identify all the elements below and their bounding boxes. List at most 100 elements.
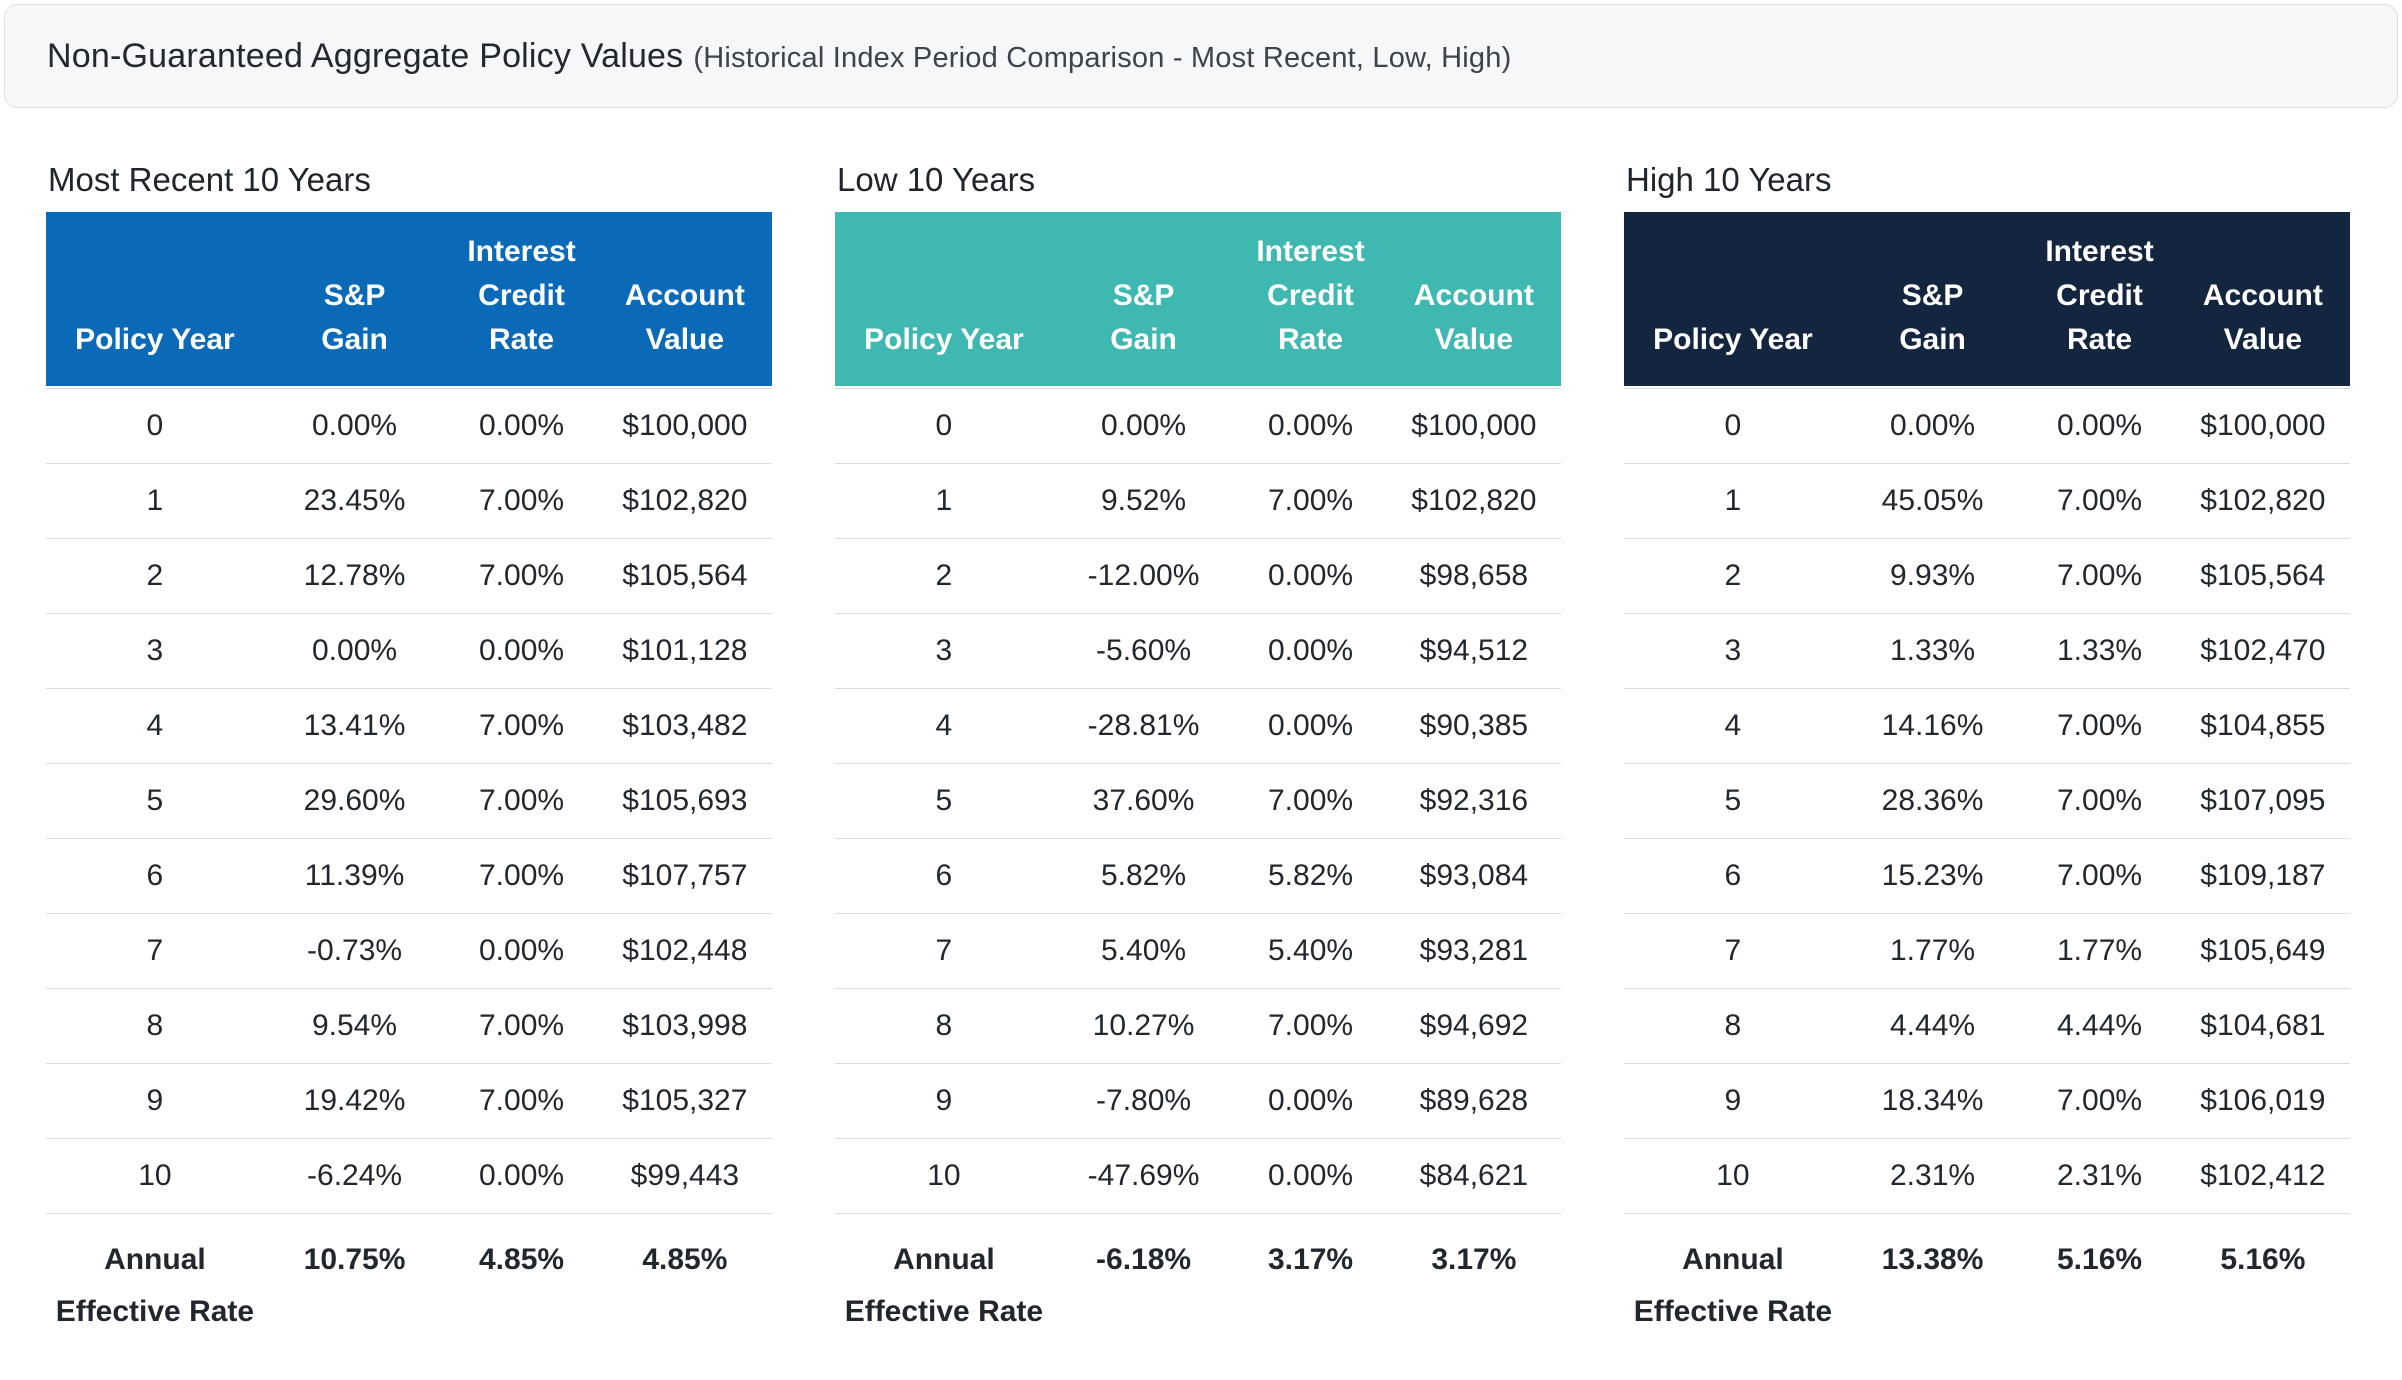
summary-account-value: 5.16% — [2175, 1213, 2350, 1338]
cell-policy-year: 10 — [1624, 1138, 1842, 1213]
cell-policy-year: 5 — [1624, 763, 1842, 838]
cell-policy-year: 0 — [46, 388, 264, 463]
cell-account-value: $105,327 — [597, 1063, 772, 1138]
cell-sp-gain: -7.80% — [1052, 1063, 1235, 1138]
cell-interest-credit-rate: 0.00% — [1234, 1063, 1387, 1138]
cell-policy-year: 0 — [1624, 388, 1842, 463]
cell-sp-gain: 0.00% — [1052, 388, 1235, 463]
cell-policy-year: 2 — [835, 538, 1053, 613]
cell-interest-credit-rate: 7.00% — [2023, 538, 2176, 613]
cell-account-value: $105,649 — [2175, 913, 2350, 988]
cell-interest-credit-rate: 0.00% — [445, 613, 598, 688]
table-row: 10 -6.24% 0.00% $99,443 — [46, 1138, 772, 1213]
summary-label: Annual Effective Rate — [1624, 1213, 1842, 1338]
table-row: 7 5.40% 5.40% $93,281 — [835, 913, 1561, 988]
table-row: 8 4.44% 4.44% $104,681 — [1624, 988, 2350, 1063]
cell-sp-gain: 5.82% — [1052, 838, 1235, 913]
cell-policy-year: 4 — [1624, 688, 1842, 763]
cell-account-value: $102,820 — [597, 463, 772, 538]
table-row: 9 -7.80% 0.00% $89,628 — [835, 1063, 1561, 1138]
table-row: 5 29.60% 7.00% $105,693 — [46, 763, 772, 838]
cell-policy-year: 5 — [835, 763, 1053, 838]
cell-account-value: $94,692 — [1386, 988, 1561, 1063]
cell-policy-year: 4 — [835, 688, 1053, 763]
summary-interest-credit-rate: 3.17% — [1234, 1213, 1387, 1338]
cell-policy-year: 10 — [835, 1138, 1053, 1213]
cell-policy-year: 9 — [835, 1063, 1053, 1138]
cell-account-value: $107,757 — [597, 838, 772, 913]
cell-sp-gain: -5.60% — [1052, 613, 1235, 688]
table-section-title: High 10 Years — [1626, 161, 1832, 198]
cell-account-value: $100,000 — [1386, 388, 1561, 463]
summary-interest-credit-rate: 5.16% — [2023, 1213, 2176, 1338]
table-section-title: Low 10 Years — [837, 161, 1036, 198]
cell-account-value: $103,998 — [597, 988, 772, 1063]
summary-account-value: 4.85% — [597, 1213, 772, 1338]
cell-interest-credit-rate: 1.33% — [2023, 613, 2176, 688]
cell-interest-credit-rate: 7.00% — [2023, 1063, 2176, 1138]
cell-sp-gain: -0.73% — [263, 913, 446, 988]
table-row: 3 -5.60% 0.00% $94,512 — [835, 613, 1561, 688]
cell-interest-credit-rate: 7.00% — [1234, 763, 1387, 838]
policy-values-table: Policy Year S&P Gain Interest Credit Rate A… — [835, 212, 1561, 1338]
table-row: 3 0.00% 0.00% $101,128 — [46, 613, 772, 688]
column-header: Interest Credit Rate — [445, 212, 598, 388]
summary-account-value: 3.17% — [1386, 1213, 1561, 1338]
table-row: 3 1.33% 1.33% $102,470 — [1624, 613, 2350, 688]
cell-policy-year: 7 — [46, 913, 264, 988]
table-row: 2 12.78% 7.00% $105,564 — [46, 538, 772, 613]
cell-policy-year: 9 — [46, 1063, 264, 1138]
cell-policy-year: 2 — [46, 538, 264, 613]
summary-sp-gain: 13.38% — [1841, 1213, 2024, 1338]
period-table-block: Most Recent 10 Years Policy Year S&P Gain I… — [46, 160, 772, 1338]
cell-account-value: $98,658 — [1386, 538, 1561, 613]
cell-policy-year: 3 — [835, 613, 1053, 688]
cell-account-value: $106,019 — [2175, 1063, 2350, 1138]
table-row: 8 9.54% 7.00% $103,998 — [46, 988, 772, 1063]
cell-policy-year: 7 — [835, 913, 1053, 988]
cell-interest-credit-rate: 7.00% — [2023, 838, 2176, 913]
cell-sp-gain: 1.33% — [1841, 613, 2024, 688]
table-section-title: Most Recent 10 Years — [48, 161, 371, 198]
cell-sp-gain: 13.41% — [263, 688, 446, 763]
period-table-block: High 10 Years Policy Year S&P Gain Interest… — [1624, 160, 2350, 1338]
cell-sp-gain: -47.69% — [1052, 1138, 1235, 1213]
summary-sp-gain: -6.18% — [1052, 1213, 1235, 1338]
title-bar: Non-Guaranteed Aggregate Policy Values (H… — [4, 4, 2398, 108]
cell-account-value: $102,448 — [597, 913, 772, 988]
cell-sp-gain: 15.23% — [1841, 838, 2024, 913]
cell-interest-credit-rate: 7.00% — [1234, 988, 1387, 1063]
table-row: 6 15.23% 7.00% $109,187 — [1624, 838, 2350, 913]
header-row: Policy Year S&P Gain Interest Credit Rate A… — [835, 212, 1561, 388]
cell-policy-year: 8 — [46, 988, 264, 1063]
annual-effective-rate-row: Annual Effective Rate -6.18% 3.17% 3.17% — [835, 1213, 1561, 1338]
cell-account-value: $84,621 — [1386, 1138, 1561, 1213]
cell-interest-credit-rate: 0.00% — [2023, 388, 2176, 463]
summary-label: Annual Effective Rate — [46, 1213, 264, 1338]
header-row: Policy Year S&P Gain Interest Credit Rate A… — [46, 212, 772, 388]
column-header: Interest Credit Rate — [2023, 212, 2176, 388]
cell-sp-gain: 45.05% — [1841, 463, 2024, 538]
cell-interest-credit-rate: 0.00% — [445, 1138, 598, 1213]
cell-sp-gain: 19.42% — [263, 1063, 446, 1138]
table-row: 9 18.34% 7.00% $106,019 — [1624, 1063, 2350, 1138]
cell-interest-credit-rate: 7.00% — [2023, 463, 2176, 538]
cell-interest-credit-rate: 7.00% — [445, 988, 598, 1063]
policy-values-table: Policy Year S&P Gain Interest Credit Rate A… — [46, 212, 772, 1338]
table-row: 7 1.77% 1.77% $105,649 — [1624, 913, 2350, 988]
cell-policy-year: 4 — [46, 688, 264, 763]
table-row: 7 -0.73% 0.00% $102,448 — [46, 913, 772, 988]
cell-interest-credit-rate: 4.44% — [2023, 988, 2176, 1063]
cell-account-value: $100,000 — [2175, 388, 2350, 463]
table-row: 2 -12.00% 0.00% $98,658 — [835, 538, 1561, 613]
cell-interest-credit-rate: 7.00% — [445, 763, 598, 838]
annual-effective-rate-row: Annual Effective Rate 13.38% 5.16% 5.16% — [1624, 1213, 2350, 1338]
cell-policy-year: 5 — [46, 763, 264, 838]
period-table-block: Low 10 Years Policy Year S&P Gain Interest … — [835, 160, 1561, 1338]
cell-sp-gain: 9.52% — [1052, 463, 1235, 538]
cell-account-value: $89,628 — [1386, 1063, 1561, 1138]
cell-account-value: $109,187 — [2175, 838, 2350, 913]
table-row: 6 5.82% 5.82% $93,084 — [835, 838, 1561, 913]
cell-interest-credit-rate: 7.00% — [445, 688, 598, 763]
table-row: 8 10.27% 7.00% $94,692 — [835, 988, 1561, 1063]
